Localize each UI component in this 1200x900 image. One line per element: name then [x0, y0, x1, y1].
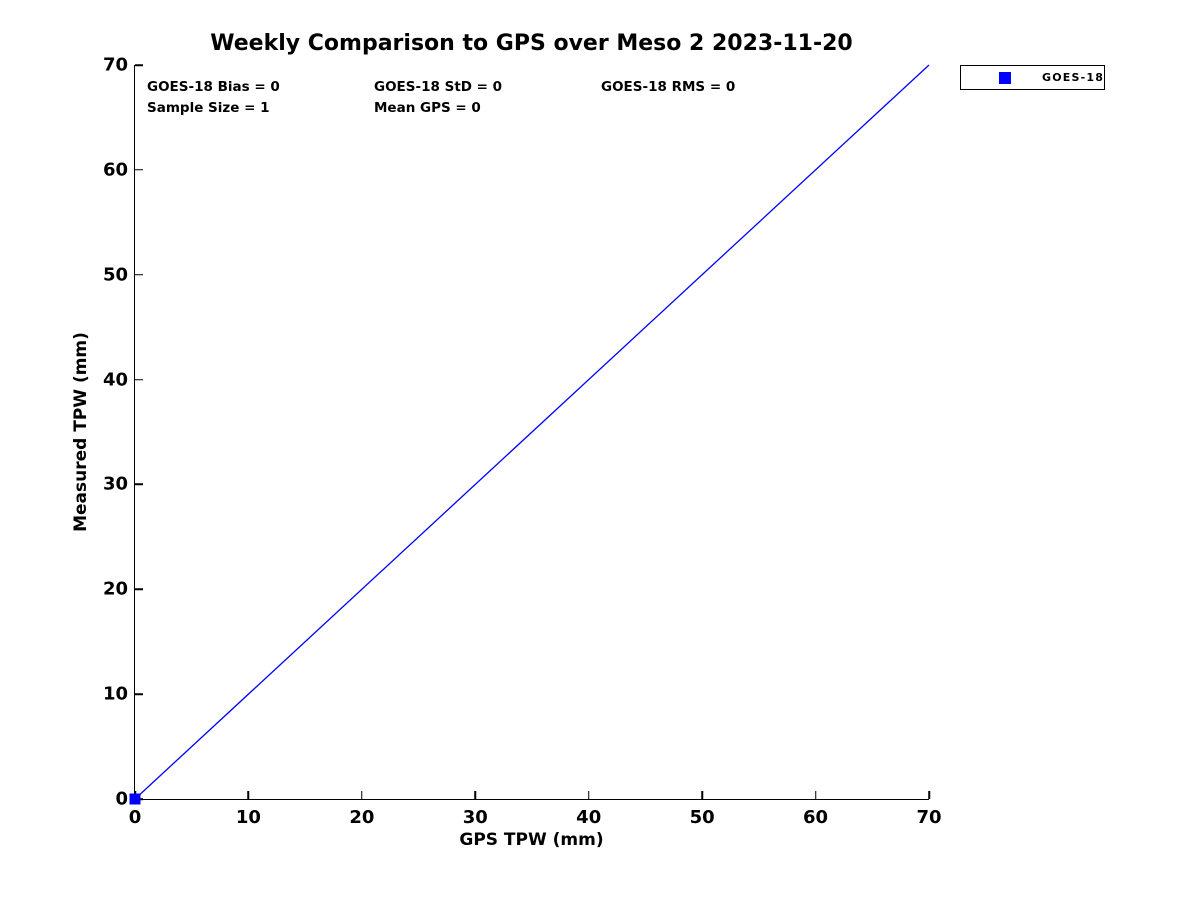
chart-title: Weekly Comparison to GPS over Meso 2 202…	[210, 31, 853, 56]
stat-bias: GOES-18 Bias = 0	[147, 79, 280, 95]
legend-square-marker-icon	[999, 71, 1011, 84]
legend: GOES-18	[960, 65, 1105, 90]
legend-label: GOES-18	[1042, 71, 1105, 84]
x-tick-mark	[701, 791, 703, 799]
x-tick-mark	[247, 791, 250, 799]
x-tick-mark	[928, 791, 930, 799]
x-tick-label: 50	[689, 807, 715, 828]
y-tick-mark	[135, 169, 143, 171]
stat-sample-size: Sample Size = 1	[147, 100, 270, 116]
x-tick-mark	[814, 791, 817, 799]
y-tick-mark	[135, 273, 143, 276]
data-point-marker	[129, 793, 141, 805]
stat-rms: GOES-18 RMS = 0	[601, 79, 736, 95]
plot-area: GOES-18 Bias = 0 GOES-18 StD = 0 GOES-18…	[103, 55, 942, 829]
stat-std: GOES-18 StD = 0	[374, 79, 503, 95]
y-tick-label: 10	[102, 683, 128, 705]
x-tick-label: 20	[349, 807, 375, 828]
x-tick-label: 40	[576, 807, 602, 828]
y-tick-label: 0	[115, 788, 128, 810]
y-tick-mark	[135, 483, 143, 486]
y-axis-label: Measured TPW (mm)	[71, 332, 91, 532]
identity-line	[135, 65, 929, 799]
x-tick-label: 10	[235, 807, 261, 828]
y-tick-mark	[135, 378, 143, 381]
y-tick-label: 40	[102, 369, 128, 391]
y-tick-label: 20	[102, 578, 128, 600]
y-tick-mark	[135, 693, 143, 695]
x-tick-mark	[587, 791, 590, 799]
y-tick-label: 70	[102, 54, 128, 76]
y-tick-mark	[135, 588, 143, 591]
x-axis-label: GPS TPW (mm)	[459, 830, 604, 850]
y-tick-label: 30	[102, 473, 128, 495]
stat-mean-gps: Mean GPS = 0	[374, 100, 481, 116]
x-tick-label: 0	[128, 807, 142, 828]
y-tick-label: 60	[102, 159, 128, 181]
x-tick-label: 70	[916, 807, 942, 828]
x-tick-mark	[361, 791, 363, 799]
x-tick-mark	[474, 791, 477, 799]
y-tick-label: 50	[102, 264, 128, 286]
x-tick-label: 60	[803, 807, 829, 828]
y-tick-mark	[135, 64, 143, 66]
x-tick-label: 30	[462, 807, 488, 828]
